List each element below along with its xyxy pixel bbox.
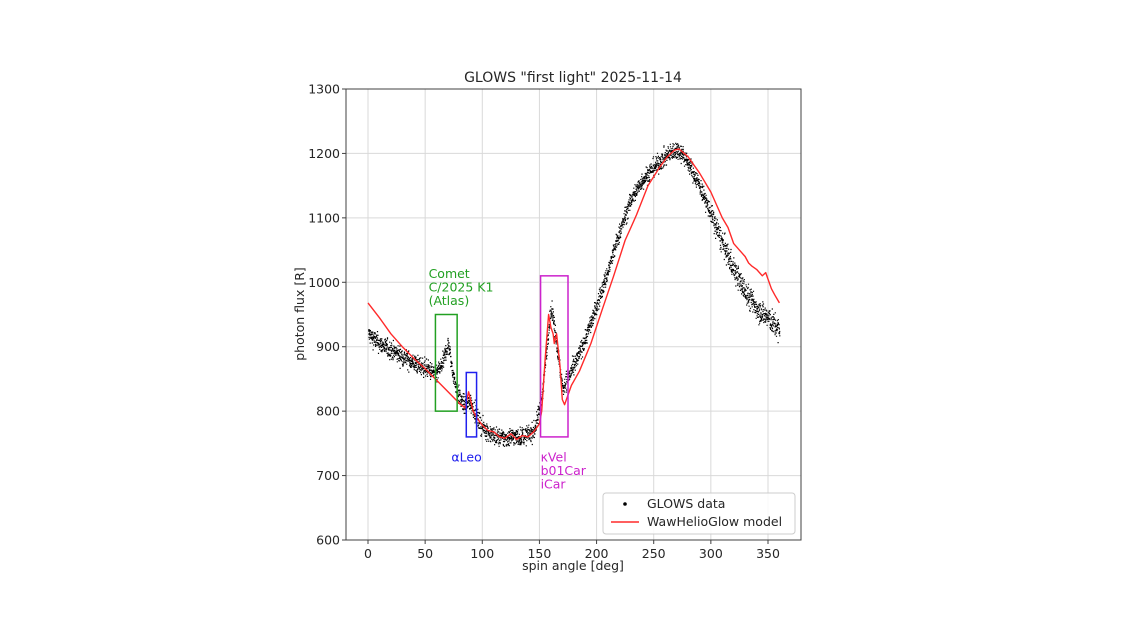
x-tick-label: 150 xyxy=(527,546,551,561)
chart-title: GLOWS "first light" 2025-11-14 xyxy=(464,70,682,86)
x-tick-label: 300 xyxy=(699,546,723,561)
x-tick-label: 100 xyxy=(470,546,494,561)
y-tick-label: 600 xyxy=(316,533,340,548)
x-axis-label: spin angle [deg] xyxy=(522,558,624,573)
legend-label-model: WawHelioGlow model xyxy=(647,514,782,529)
y-tick-label: 1100 xyxy=(308,210,340,225)
x-tick-label: 250 xyxy=(642,546,666,561)
x-tick-label: 200 xyxy=(585,546,609,561)
x-tick-label: 350 xyxy=(756,546,780,561)
annotation-label: b01Car xyxy=(541,463,587,478)
model-line xyxy=(367,148,781,441)
model-curve xyxy=(367,148,781,441)
plot-frame xyxy=(345,88,802,541)
y-tick-label: 1300 xyxy=(308,82,340,97)
y-axis-label: photon flux [R] xyxy=(292,267,307,361)
x-tick-label: 0 xyxy=(364,546,372,561)
x-tick-label: 50 xyxy=(417,546,433,561)
annotation-box xyxy=(539,275,569,438)
annotation-label: (Atlas) xyxy=(429,293,470,308)
annotation-box xyxy=(465,371,478,438)
annotation-box xyxy=(434,313,458,412)
legend-box xyxy=(602,492,796,535)
y-tick-label: 900 xyxy=(316,339,340,354)
y-axis-ticks: 600 700 800 900 1000 1100 1200 1300 xyxy=(308,82,346,548)
annotation-label: κVel xyxy=(541,450,567,465)
y-tick-label: 800 xyxy=(316,404,340,419)
annotation-label: C/2025 K1 xyxy=(429,280,494,295)
annotation-label: iCar xyxy=(541,477,567,492)
y-tick-label: 1000 xyxy=(308,275,340,290)
annotation-label: αLeo xyxy=(451,450,481,465)
x-axis-ticks: 0 50 100 150 200 250 300 350 xyxy=(364,540,780,561)
y-tick-label: 700 xyxy=(316,468,340,483)
legend-dot-icon xyxy=(623,502,627,506)
y-tick-label: 1200 xyxy=(308,146,340,161)
annotation-label: Comet xyxy=(429,266,470,281)
legend: GLOWS data WawHelioGlow model xyxy=(602,492,796,535)
legend-label-glows: GLOWS data xyxy=(647,496,725,511)
